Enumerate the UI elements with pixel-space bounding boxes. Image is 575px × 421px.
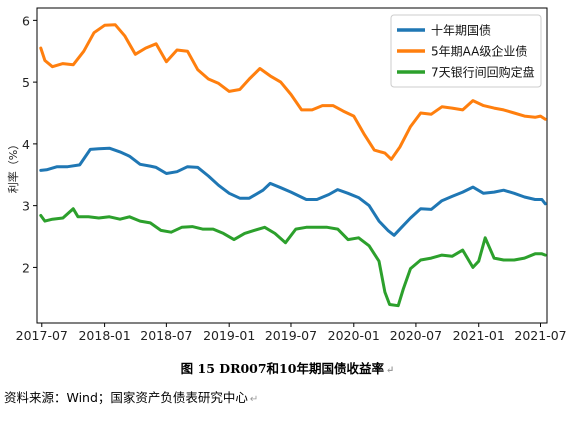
- x-axis: 2017-07 2018-01 2018-07 2019-01 2019-07 2020-…: [16, 323, 567, 343]
- legend-label: 5年期AA级企业债: [431, 44, 527, 59]
- x-tick-label: 2019-01: [203, 328, 255, 343]
- paragraph-mark-icon: ↵: [385, 365, 395, 376]
- y-tick-label: 6: [22, 13, 30, 28]
- x-tick-label: 2018-01: [78, 328, 130, 343]
- line-chart: 2 3 4 5 6 2017-07 2018-01 2018-07 2019-01 2019-0…: [6, 7, 567, 343]
- series-lines: [39, 23, 547, 308]
- series-line-3: [39, 207, 547, 308]
- series-line-1: [39, 146, 547, 237]
- legend-label: 十年期国债: [431, 24, 491, 38]
- figure-caption: 图 15 DR007和10年期国债收益率 ↵: [0, 358, 575, 377]
- y-tick-label: 3: [22, 199, 30, 214]
- figure-source-text: 资料来源：Wind；国家资产负债表研究中心: [4, 390, 248, 405]
- x-tick-label: 2021-07: [514, 328, 566, 343]
- plot-area-frame: [36, 7, 548, 324]
- paragraph-mark-icon: ↵: [249, 394, 259, 405]
- x-tick-label: 2017-07: [16, 328, 68, 343]
- legend-frame: [390, 14, 542, 88]
- y-tick-label: 4: [22, 137, 30, 152]
- y-axis: 2 3 4 5 6: [22, 13, 37, 275]
- series-line-2: [39, 23, 547, 161]
- x-tick-label: 2019-07: [265, 328, 317, 343]
- x-tick-label: 2020-01: [328, 328, 380, 343]
- y-axis-title: 利率（%）: [6, 139, 20, 193]
- x-tick-label: 2018-07: [140, 328, 192, 343]
- legend: 十年期国债 5年期AA级企业债 7天银行间回购定盘: [390, 14, 542, 88]
- y-tick-label: 5: [22, 75, 30, 90]
- figure-source: 资料来源：Wind；国家资产负债表研究中心 ↵: [4, 387, 258, 406]
- figure-caption-text: 图 15 DR007和10年期国债收益率: [180, 361, 384, 376]
- x-tick-label: 2020-07: [390, 328, 442, 343]
- y-tick-label: 2: [22, 260, 30, 275]
- x-tick-label: 2021-01: [453, 328, 505, 343]
- legend-label: 7天银行间回购定盘: [431, 65, 535, 80]
